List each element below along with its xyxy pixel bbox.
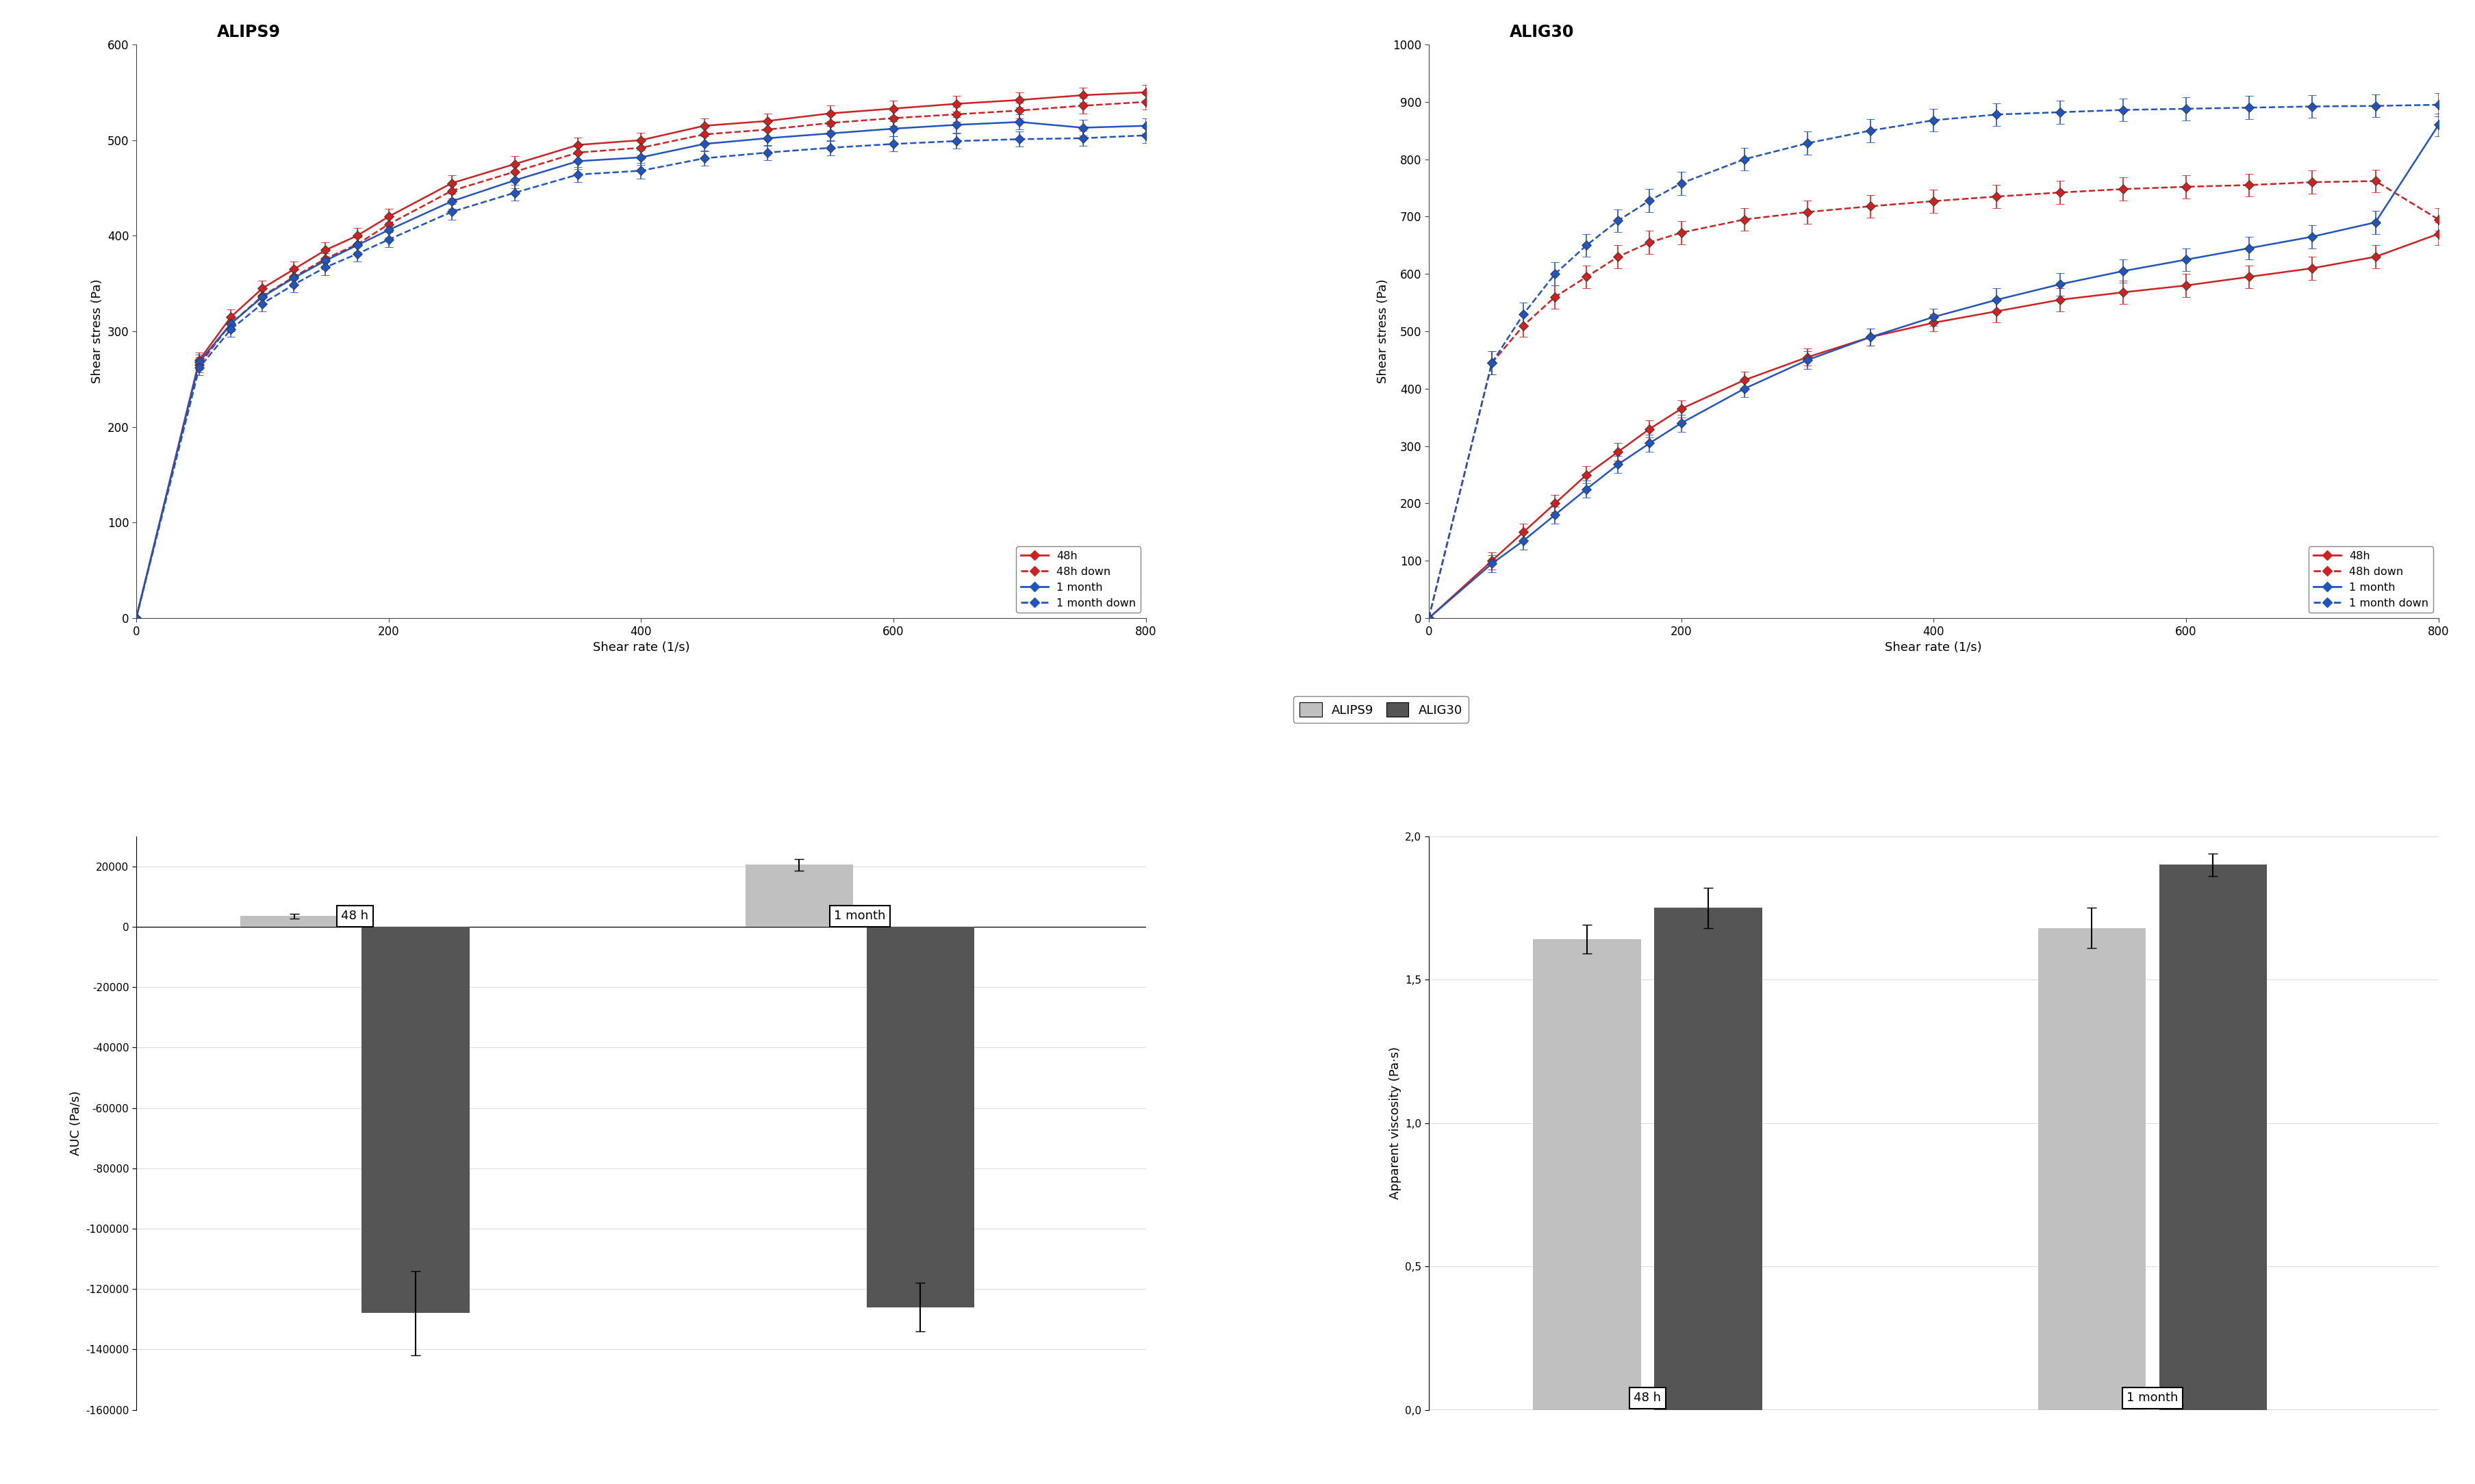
Bar [1532,939,1641,1410]
Y-axis label: Shear stress (Pa): Shear stress (Pa) [1376,279,1388,383]
Text: 1 month: 1 month [834,910,886,922]
Text: ALIPS9: ALIPS9 [218,24,280,40]
Bar [745,865,854,926]
Bar [2037,928,2146,1410]
Bar [361,926,470,1313]
Legend: ALIPS9, ALIG30: ALIPS9, ALIG30 [1292,696,1468,723]
Y-axis label: Apparent viscosity (Pa·s): Apparent viscosity (Pa·s) [1388,1046,1401,1199]
Bar [1653,908,1762,1410]
Bar [240,916,349,926]
X-axis label: Shear rate (1/s): Shear rate (1/s) [1883,641,1982,654]
Y-axis label: AUC (Pa/s): AUC (Pa/s) [69,1091,82,1156]
X-axis label: Shear rate (1/s): Shear rate (1/s) [592,641,691,654]
Legend: 48h, 48h down, 1 month, 1 month down: 48h, 48h down, 1 month, 1 month down [2309,546,2433,613]
Text: 1 month: 1 month [2126,1392,2178,1404]
Legend: 48h, 48h down, 1 month, 1 month down: 48h, 48h down, 1 month, 1 month down [1015,546,1141,613]
Bar [2158,865,2267,1410]
Text: ALIG30: ALIG30 [1510,24,1574,40]
Bar [866,926,975,1307]
Text: 48 h: 48 h [1634,1392,1661,1404]
Text: 48 h: 48 h [342,910,369,922]
Y-axis label: Shear stress (Pa): Shear stress (Pa) [92,279,104,383]
